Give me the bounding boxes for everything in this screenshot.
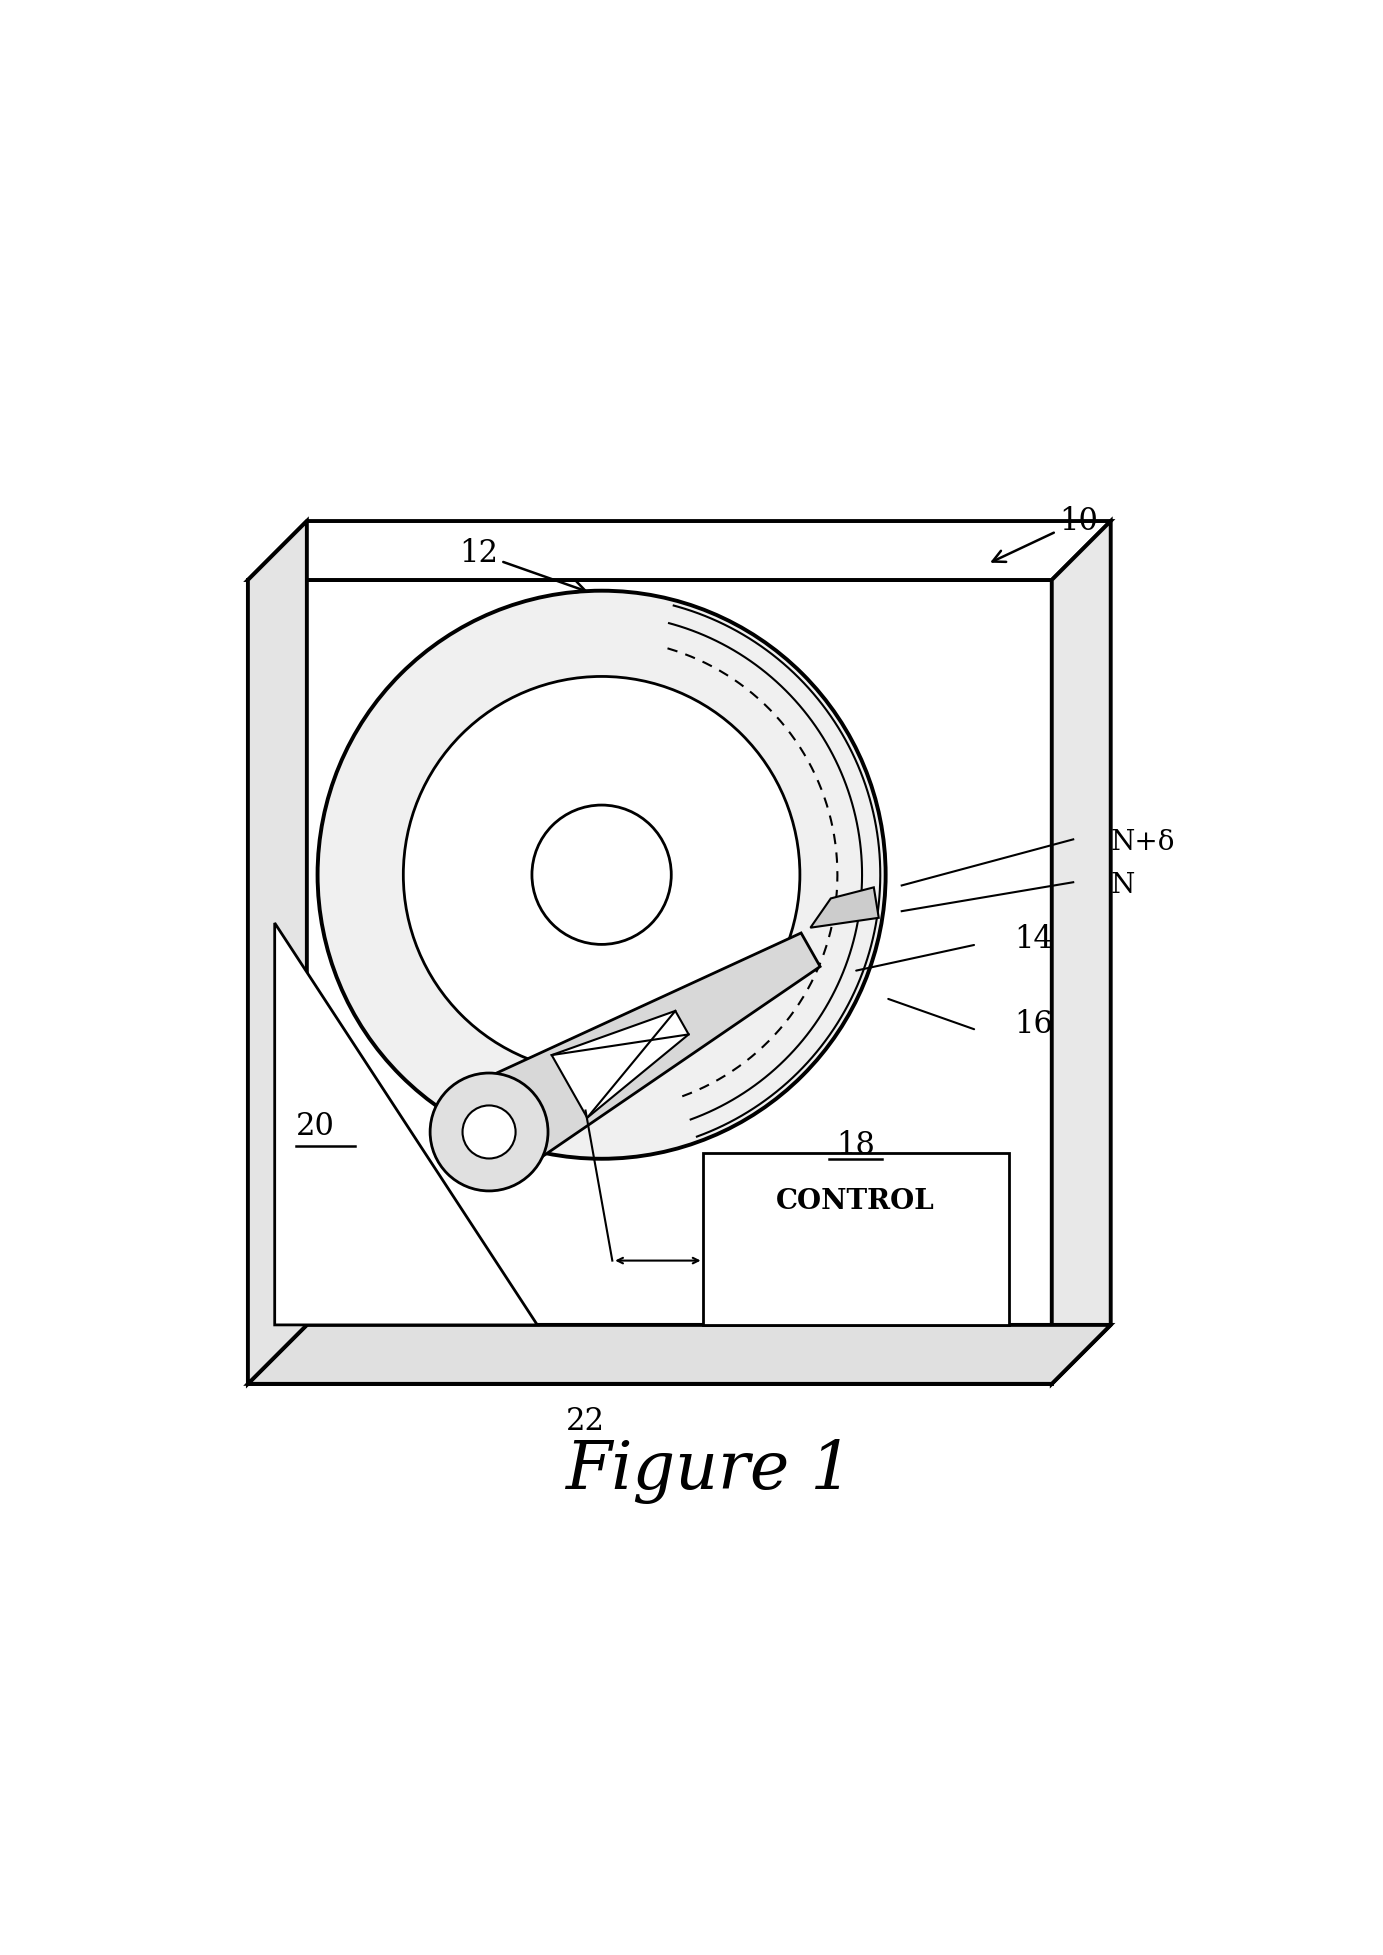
Ellipse shape — [532, 805, 671, 944]
Polygon shape — [455, 933, 820, 1183]
Polygon shape — [275, 923, 537, 1325]
Polygon shape — [810, 888, 878, 929]
Polygon shape — [248, 581, 1051, 1384]
Polygon shape — [1051, 522, 1111, 1384]
Ellipse shape — [404, 676, 799, 1073]
Text: N: N — [1111, 872, 1135, 899]
Text: 16: 16 — [1014, 1009, 1052, 1040]
Text: 14: 14 — [1014, 923, 1052, 954]
Polygon shape — [704, 1153, 1010, 1325]
Text: N+δ: N+δ — [1111, 829, 1176, 856]
Ellipse shape — [462, 1105, 516, 1159]
Text: 22: 22 — [566, 1406, 604, 1437]
Polygon shape — [248, 522, 1111, 581]
Text: CONTROL: CONTROL — [776, 1189, 935, 1216]
Polygon shape — [248, 1325, 1111, 1384]
Text: 10: 10 — [993, 506, 1098, 561]
Text: 18: 18 — [837, 1130, 875, 1161]
Text: 20: 20 — [296, 1110, 335, 1142]
Polygon shape — [552, 1011, 689, 1118]
Ellipse shape — [318, 590, 885, 1159]
Ellipse shape — [430, 1073, 548, 1191]
Text: Figure 1: Figure 1 — [564, 1439, 853, 1505]
Text: 12: 12 — [459, 538, 585, 592]
Polygon shape — [248, 522, 307, 1384]
